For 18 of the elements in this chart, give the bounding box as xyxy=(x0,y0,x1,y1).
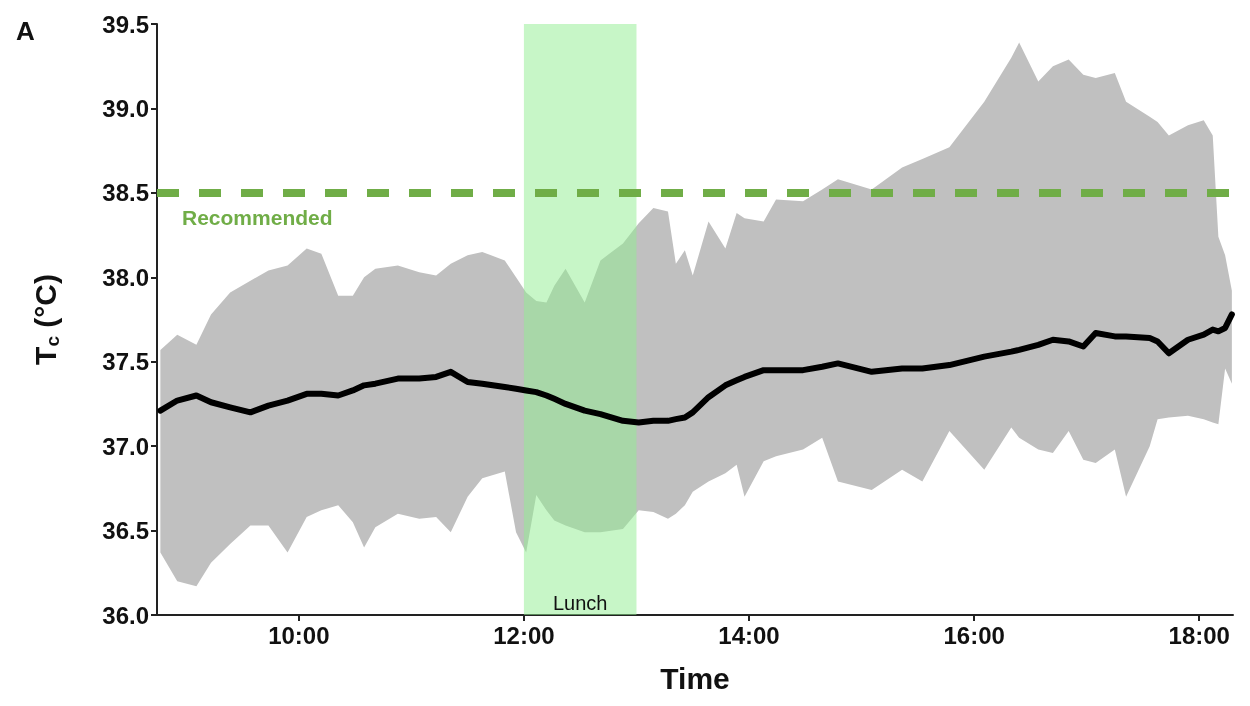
text: A xyxy=(16,16,35,46)
y-tick-label: 39.0 xyxy=(102,94,149,122)
y-tick-label: 37.0 xyxy=(102,432,149,460)
y-axis-title: Tc (°C) xyxy=(29,274,63,365)
y-tick-label: 36.5 xyxy=(102,517,149,545)
y-tick-label: 36.0 xyxy=(102,601,149,629)
y-tick-label: 38.5 xyxy=(102,179,149,207)
band-label: Lunch xyxy=(552,592,608,614)
ref-line-label: Recommended xyxy=(182,205,333,229)
y-tick-label: 38.0 xyxy=(102,263,149,291)
x-axis-title: Time xyxy=(660,661,730,695)
x-tick-label: 14:00 xyxy=(718,621,780,649)
x-tick-label: 12:00 xyxy=(493,621,555,649)
y-tick-label: 39.5 xyxy=(102,10,149,38)
x-tick-label: 10:00 xyxy=(268,621,330,649)
y-tick-label: 37.5 xyxy=(102,348,149,376)
x-tick-label: 18:00 xyxy=(1168,621,1230,649)
x-tick-label: 16:00 xyxy=(943,621,1005,649)
